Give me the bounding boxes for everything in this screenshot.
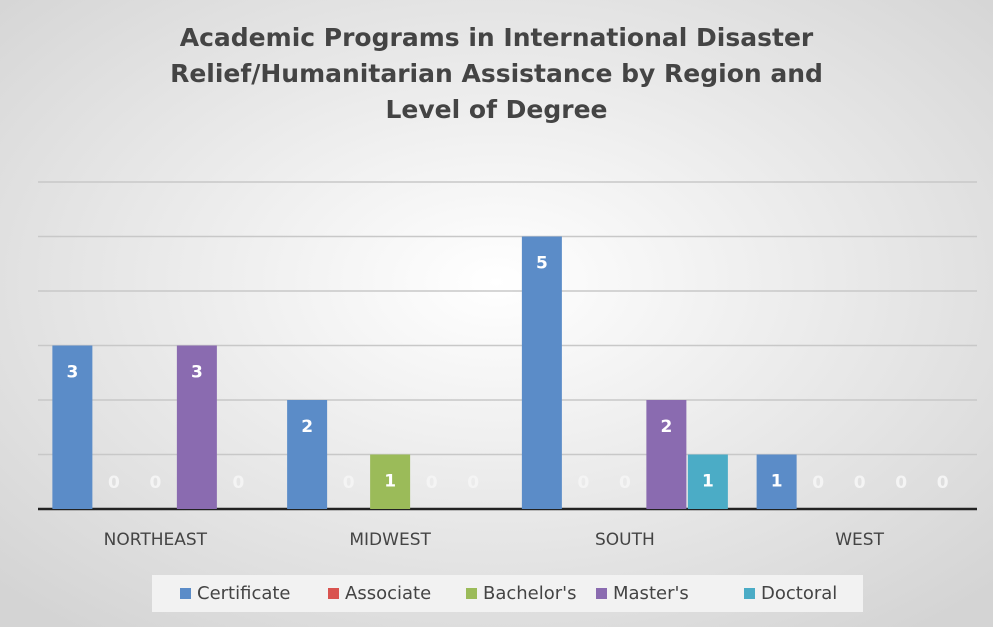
data-label: 2	[301, 417, 313, 437]
data-label: 0	[619, 473, 631, 493]
legend-label: Associate	[345, 583, 431, 604]
title-box: Academic Programs in International Disas…	[170, 23, 823, 124]
data-label: 0	[149, 473, 161, 493]
bar	[646, 400, 687, 509]
legend-label: Master's	[613, 583, 689, 604]
data-label: 1	[771, 472, 783, 492]
data-label: 3	[191, 363, 203, 383]
data-label: 0	[577, 473, 589, 493]
bar	[756, 454, 797, 509]
data-label: 5	[536, 254, 548, 274]
bar	[52, 345, 93, 509]
x-tick-label: SOUTH	[595, 530, 655, 550]
chart-title: Academic Programs in International Disas…	[170, 23, 823, 124]
legend-swatch	[180, 588, 191, 599]
x-tick-label: WEST	[835, 530, 884, 550]
data-label: 0	[467, 473, 479, 493]
data-label: 1	[702, 472, 714, 492]
legend-swatch	[328, 588, 339, 599]
bar	[176, 345, 217, 509]
data-label: 0	[108, 473, 120, 493]
legend-label: Bachelor's	[483, 583, 577, 604]
legend-swatch	[744, 588, 755, 599]
data-label: 0	[854, 473, 866, 493]
legend-swatch	[596, 588, 607, 599]
data-label: 0	[895, 473, 907, 493]
data-label: 3	[66, 363, 78, 383]
data-label: 0	[937, 473, 949, 493]
legend-label: Doctoral	[761, 583, 837, 604]
bar	[370, 454, 411, 509]
bar	[287, 400, 328, 509]
legend-label: Certificate	[197, 583, 291, 604]
data-label: 0	[232, 473, 244, 493]
bar	[687, 454, 728, 509]
data-label: 0	[426, 473, 438, 493]
x-tick-label: NORTHEAST	[104, 530, 208, 550]
data-label: 2	[660, 417, 672, 437]
x-tick-label: MIDWEST	[349, 530, 431, 550]
data-label: 0	[343, 473, 355, 493]
legend-swatch	[466, 588, 477, 599]
data-label: 1	[384, 472, 396, 492]
bar	[521, 236, 562, 509]
data-label: 0	[812, 473, 824, 493]
